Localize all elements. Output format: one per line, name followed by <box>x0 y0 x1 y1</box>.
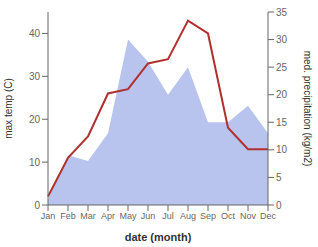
svg-text:May: May <box>119 211 137 221</box>
svg-text:Jan: Jan <box>41 211 56 221</box>
svg-text:20: 20 <box>29 114 41 125</box>
svg-text:Sep: Sep <box>200 211 216 221</box>
svg-text:30: 30 <box>276 34 288 45</box>
svg-text:30: 30 <box>29 71 41 82</box>
svg-text:40: 40 <box>29 28 41 39</box>
svg-text:0: 0 <box>34 200 40 211</box>
svg-text:Aug: Aug <box>180 211 196 221</box>
svg-text:Nov: Nov <box>240 211 257 221</box>
svg-text:10: 10 <box>276 144 288 155</box>
svg-text:0: 0 <box>276 200 282 211</box>
svg-text:10: 10 <box>29 157 41 168</box>
svg-text:Dec: Dec <box>260 211 277 221</box>
svg-text:20: 20 <box>276 89 288 100</box>
svg-text:date (month): date (month) <box>125 231 192 243</box>
svg-text:Apr: Apr <box>101 211 115 221</box>
svg-text:max temp (C): max temp (C) <box>8 78 14 139</box>
svg-text:5: 5 <box>276 172 282 183</box>
svg-text:35: 35 <box>276 7 288 18</box>
svg-text:Feb: Feb <box>60 211 76 221</box>
svg-text:Jul: Jul <box>162 211 174 221</box>
svg-text:med. precipitation (kg/m2): med. precipitation (kg/m2) <box>302 51 310 167</box>
svg-text:Oct: Oct <box>221 211 236 221</box>
svg-text:Mar: Mar <box>80 211 96 221</box>
svg-text:Jun: Jun <box>141 211 156 221</box>
svg-text:15: 15 <box>276 117 288 128</box>
svg-text:25: 25 <box>276 62 288 73</box>
